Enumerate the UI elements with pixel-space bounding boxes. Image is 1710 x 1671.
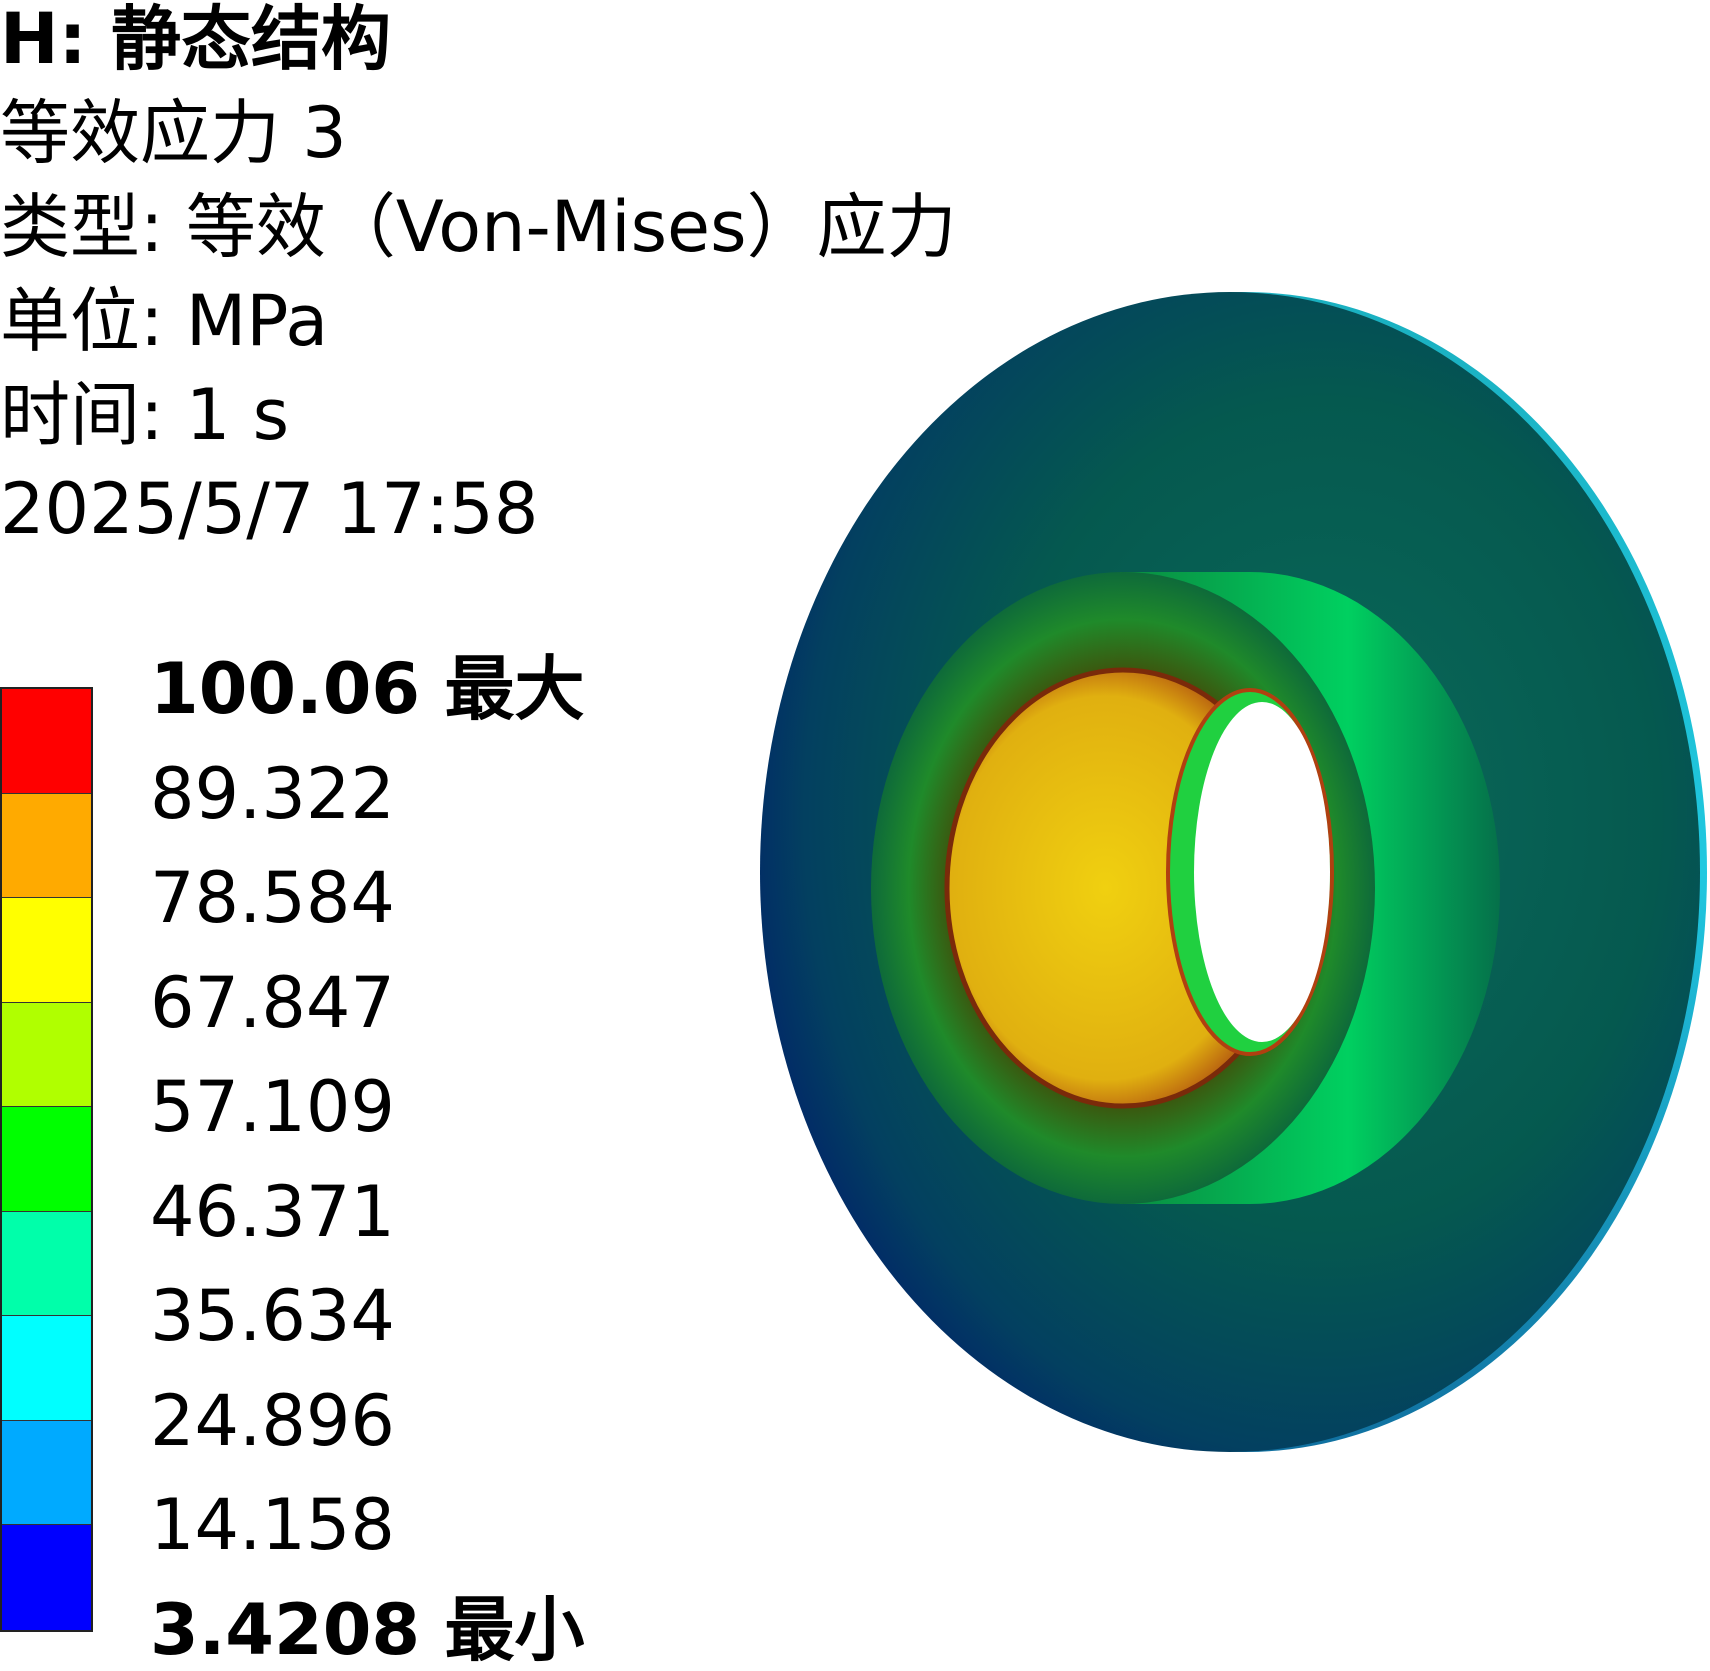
legend-band: [2, 793, 91, 898]
legend-label: 57.109: [150, 1066, 395, 1148]
result-date: 2025/5/7 17:58: [0, 468, 539, 550]
legend-label: 3.4208 最小: [150, 1588, 585, 1671]
legend-label: 100.06 最大: [150, 648, 585, 730]
legend-band: [2, 898, 91, 1003]
color-legend-bar: [0, 687, 93, 1632]
result-header: H: 静态结构 等效应力 3 类型: 等效（Von-Mises）应力 单位: M…: [0, 0, 957, 556]
result-name: 等效应力 3: [0, 92, 347, 174]
legend-band: [2, 1525, 91, 1630]
legend-label: 24.896: [150, 1379, 395, 1462]
legend-band: [2, 689, 91, 794]
legend-band: [2, 1002, 91, 1107]
legend-label: 35.634: [150, 1275, 395, 1357]
legend-band: [2, 1420, 91, 1525]
result-type: 类型: 等效（Von-Mises）应力: [0, 186, 957, 268]
result-time: 时间: 1 s: [0, 374, 290, 456]
legend-label: 46.371: [150, 1170, 395, 1253]
legend-band: [2, 1107, 91, 1212]
bore-hole: [1194, 702, 1330, 1042]
legend-label: 78.584: [150, 857, 395, 939]
legend-label: 67.847: [150, 961, 395, 1044]
legend-label: 89.322: [150, 752, 395, 835]
analysis-title: H: 静态结构: [0, 0, 391, 80]
legend-label: 14.158: [150, 1484, 395, 1566]
legend-band: [2, 1211, 91, 1316]
result-unit: 单位: MPa: [0, 280, 329, 362]
legend-band: [2, 1316, 91, 1421]
